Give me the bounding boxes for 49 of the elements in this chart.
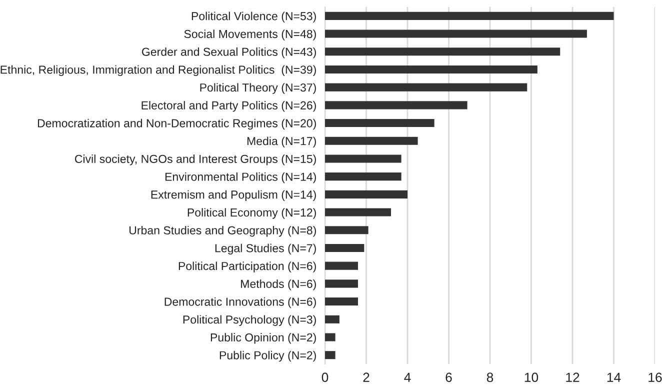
bar xyxy=(325,262,358,270)
x-tick-label: 12 xyxy=(566,372,580,382)
bar xyxy=(325,119,434,128)
bar xyxy=(325,208,391,216)
bar xyxy=(325,12,614,20)
bar xyxy=(325,351,336,360)
y-tick-label: Democratic Innovations (N=6) xyxy=(164,297,316,308)
x-tick-label: 0 xyxy=(322,372,328,382)
bar xyxy=(325,172,402,181)
x-tick-label: 2 xyxy=(363,372,370,382)
y-tick-label: Urban Studies and Geography (N=8) xyxy=(129,226,316,237)
y-tick-label: Methods (N=6) xyxy=(241,280,316,290)
y-tick-label: Environmental Politics (N=14) xyxy=(165,172,316,184)
y-tick-label: Legal Studies (N=7) xyxy=(215,244,316,255)
bar xyxy=(325,101,468,110)
bar xyxy=(325,244,364,252)
y-tick-label: Public Policy (N=2) xyxy=(220,350,316,362)
y-tick-label: Political Violence (N=53) xyxy=(192,12,316,22)
bar xyxy=(325,315,340,324)
bar xyxy=(325,280,358,288)
y-tick-label: Civil society, NGOs and Interest Groups (N=15) xyxy=(74,154,316,166)
bar xyxy=(325,190,408,198)
bar xyxy=(325,136,418,145)
bar xyxy=(325,333,336,342)
y-tick-label: Democratization and Non-Democratic Regimes (N=20) xyxy=(38,118,316,130)
bar xyxy=(325,83,528,92)
x-tick-label: 16 xyxy=(648,372,662,382)
y-tick-label: Ethnic, Religious, Immigration and Regionalist Politics (N=39) xyxy=(0,65,316,76)
bar xyxy=(325,226,368,234)
y-tick-label: Social Movements (N=48) xyxy=(184,30,316,40)
y-tick-label: Political Psychology (N=3) xyxy=(183,315,316,326)
y-tick-label: Gerder and Sexual Politics (N=43) xyxy=(142,47,316,58)
bar xyxy=(325,48,560,56)
y-tick-label: Political Economy (N=12) xyxy=(188,208,316,219)
x-tick-label: 4 xyxy=(404,372,411,382)
x-tick-label: 10 xyxy=(524,372,538,382)
y-tick-label: Public Opinion (N=2) xyxy=(210,333,316,344)
y-tick-label: Political Participation (N=6) xyxy=(178,262,316,272)
bar xyxy=(325,30,587,38)
x-tick-label: 14 xyxy=(607,372,621,382)
y-tick-label: Political Theory (N=37) xyxy=(200,83,316,94)
x-tick-label: 8 xyxy=(486,372,494,382)
y-tick-label: Electoral and Party Politics (N=26) xyxy=(142,101,316,112)
y-tick-label: Media (N=17) xyxy=(247,136,316,148)
bar xyxy=(325,154,402,163)
y-tick-label: Extremism and Populism (N=14) xyxy=(151,190,316,201)
bar xyxy=(325,298,358,306)
bar xyxy=(325,65,538,74)
x-tick-label: 6 xyxy=(446,372,452,382)
